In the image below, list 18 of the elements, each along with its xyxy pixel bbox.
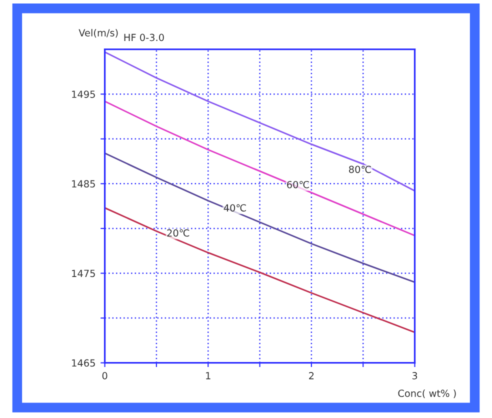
y-axis-title: Vel(m/s) [78,28,118,38]
x-tick-label: 1 [206,372,210,380]
annotation: 80℃ [349,166,371,174]
y-tick-label: 1485 [72,180,95,188]
annotation: 20℃ [167,229,190,237]
x-tick-label: 3 [412,372,418,380]
line-series [104,100,415,236]
annotation: 40℃ [224,204,246,212]
x-tick-label: 0 [102,372,108,380]
line-series [104,51,415,192]
y-tick-label: 1465 [72,359,95,367]
annotation: 60℃ [287,180,309,188]
x-tick-label: 2 [309,372,314,380]
y-tick-label: 1475 [72,270,95,278]
x-axis-title: Conc( wt% ) [398,389,456,398]
line-series [104,152,415,283]
y-tick-label: 1495 [72,90,95,98]
chart-title: HF 0-3.0 [124,34,164,42]
